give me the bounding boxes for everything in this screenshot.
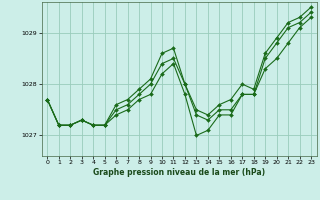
X-axis label: Graphe pression niveau de la mer (hPa): Graphe pression niveau de la mer (hPa) [93,168,265,177]
